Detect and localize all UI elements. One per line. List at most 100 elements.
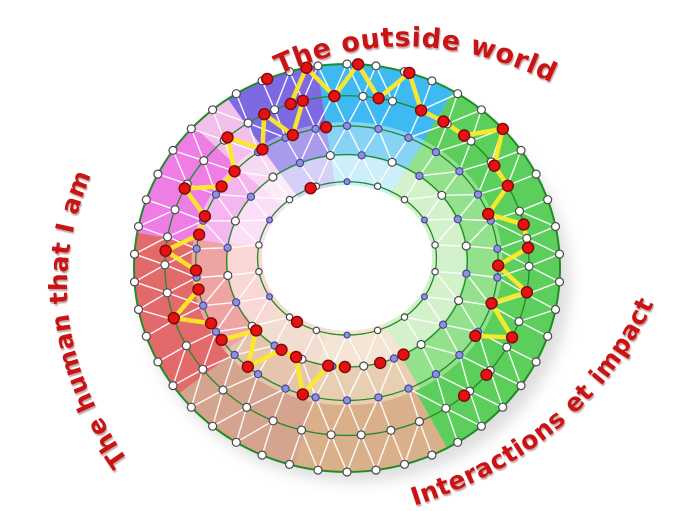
mesh-edge xyxy=(423,218,459,221)
mesh-edge xyxy=(247,122,287,139)
mesh-edge xyxy=(441,170,461,197)
mesh-edge xyxy=(458,140,472,173)
white-node xyxy=(371,465,381,475)
red-node xyxy=(256,143,269,156)
red-node xyxy=(505,331,519,344)
purple-node xyxy=(453,214,462,224)
purple-node xyxy=(357,151,366,160)
white-node xyxy=(231,89,241,99)
mesh-edge xyxy=(190,128,205,162)
label-text-human-that-i-am: The human that I am xyxy=(44,166,133,474)
mesh-edge xyxy=(172,149,188,185)
mesh-edge xyxy=(518,308,557,323)
mesh-edge xyxy=(227,271,260,277)
mesh-edge xyxy=(528,265,561,283)
mesh-edge xyxy=(166,292,204,307)
mesh-edge xyxy=(390,429,406,466)
highlight-path-0 xyxy=(288,62,531,340)
purple-node xyxy=(493,273,502,282)
white-node xyxy=(255,267,263,276)
white-node xyxy=(373,326,382,335)
mesh-edge xyxy=(346,334,365,367)
red-node xyxy=(351,58,365,71)
purple-node xyxy=(462,269,471,278)
mesh-edge xyxy=(164,248,198,266)
mesh-edge xyxy=(300,396,317,431)
purple-node xyxy=(198,301,208,310)
mesh-edge xyxy=(391,137,410,164)
red-node xyxy=(338,360,352,374)
purple-node xyxy=(343,178,351,186)
white-node xyxy=(285,313,294,321)
purple-node xyxy=(295,158,305,168)
white-node xyxy=(416,339,426,350)
white-node xyxy=(550,304,561,315)
white-node xyxy=(554,277,565,287)
mesh-edge xyxy=(145,198,176,211)
mesh-edge xyxy=(403,420,421,466)
white-node xyxy=(223,270,233,281)
white-node xyxy=(414,416,424,427)
white-node xyxy=(498,402,508,412)
white-node xyxy=(476,105,486,115)
white-node xyxy=(186,124,196,134)
red-node xyxy=(482,207,495,221)
mesh-edge xyxy=(506,149,522,187)
white-node xyxy=(129,277,140,287)
mesh-edge xyxy=(172,345,188,387)
mesh-edge xyxy=(245,373,259,409)
white-node xyxy=(230,216,240,226)
mesh-edge xyxy=(418,170,461,177)
mesh-edge xyxy=(172,149,205,162)
purple-node xyxy=(231,298,241,307)
red-node xyxy=(322,359,335,372)
mesh-edge xyxy=(314,128,331,157)
mesh-edge xyxy=(330,399,348,436)
mesh-edge xyxy=(288,429,303,466)
mesh-edge xyxy=(377,396,392,432)
mesh-edge xyxy=(407,387,447,409)
mesh-edge xyxy=(190,368,204,408)
purple-node xyxy=(266,216,274,224)
white-node xyxy=(208,105,218,115)
red-node xyxy=(496,122,509,136)
mesh-edge xyxy=(418,151,437,177)
white-node xyxy=(313,61,323,71)
white-node xyxy=(531,169,541,179)
white-node xyxy=(356,430,366,440)
mesh-edge xyxy=(211,406,248,427)
mesh-edge xyxy=(273,70,291,111)
purple-node xyxy=(223,243,232,252)
mesh-edge xyxy=(202,301,237,307)
white-node xyxy=(427,450,437,460)
mesh-edge xyxy=(233,344,276,356)
mesh-edge xyxy=(272,387,287,422)
mesh-edge xyxy=(317,434,332,471)
red-node xyxy=(492,259,505,272)
red-node xyxy=(485,297,498,310)
mesh-edge xyxy=(441,193,479,197)
mesh-edge xyxy=(360,396,380,436)
mesh-edge xyxy=(215,325,253,333)
red-node xyxy=(159,244,172,258)
white-node xyxy=(153,169,163,179)
mesh-edge xyxy=(423,296,444,326)
mesh-edge xyxy=(469,390,483,427)
purple-node xyxy=(342,396,352,405)
mesh-edge xyxy=(403,175,421,201)
white-node xyxy=(453,437,463,447)
white-node xyxy=(342,59,352,69)
mesh-edge xyxy=(202,274,229,307)
purple-node xyxy=(438,320,448,329)
mesh-edge xyxy=(315,154,331,187)
mesh-edge xyxy=(435,140,472,153)
purple-node xyxy=(192,244,201,253)
red-node xyxy=(221,131,234,144)
white-node xyxy=(170,205,180,215)
red-node xyxy=(328,89,341,103)
red-node xyxy=(520,286,534,299)
white-node xyxy=(400,313,409,321)
white-node xyxy=(133,221,144,232)
red-node xyxy=(296,94,310,108)
